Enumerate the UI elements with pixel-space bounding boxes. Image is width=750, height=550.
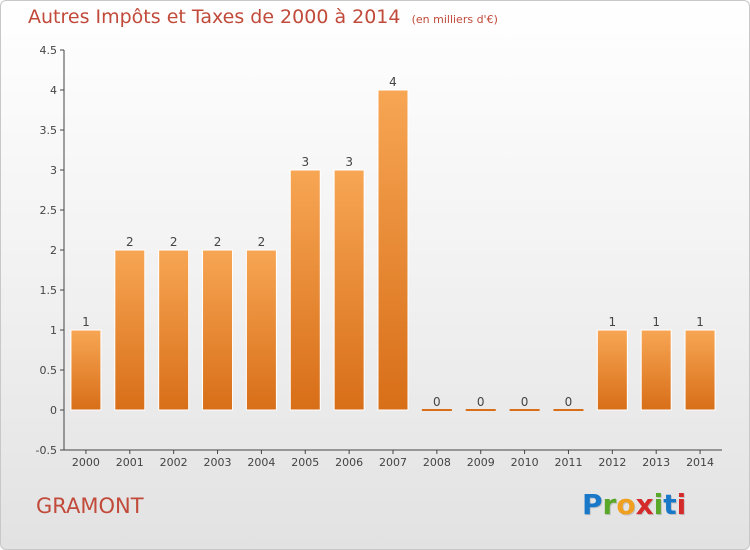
logo-letter: P [582,488,603,521]
data-label: 0 [477,395,485,409]
data-label: 0 [565,395,573,409]
y-tick-label: 1 [50,324,57,337]
x-tick-label: 2010 [511,456,539,469]
x-tick-label: 2001 [116,456,144,469]
bar [245,249,277,411]
bar [289,169,321,411]
data-labels: 1 2 2 2 2 3 3 4 0 0 0 0 1 1 1 [82,75,704,409]
y-tick-label: 3 [50,164,57,177]
commune-name: GRAMONT [36,494,144,518]
y-tick-label: -0.5 [36,444,57,457]
y-tick-label: 1.5 [40,284,58,297]
title-unit: (en milliers d'€) [411,13,498,26]
chart-title: Autres Impôts et Taxes de 2000 à 2014 (e… [28,6,498,28]
x-tick-label: 2008 [423,456,451,469]
data-label: 3 [345,155,353,169]
bar [377,89,409,411]
bar [202,249,234,411]
bar [640,329,672,411]
logo-letter: i [676,488,687,521]
x-tick-label: 2009 [467,456,495,469]
x-tick-label: 2002 [160,456,188,469]
x-tick-label: 2013 [642,456,670,469]
bar [333,169,365,411]
y-tick-label: 2 [50,244,57,257]
x-tick-label: 2014 [686,456,714,469]
data-label: 1 [82,315,90,329]
y-tick-label: 2.5 [40,204,58,217]
y-tick-label: 0.5 [40,364,58,377]
x-tick-label: 2000 [72,456,100,469]
proxiti-logo[interactable]: Proxiti [582,488,686,521]
bar [114,249,146,411]
x-tick-label: 2004 [247,456,275,469]
data-label: 2 [170,235,178,249]
data-label: 2 [258,235,266,249]
y-tick-label: 4.5 [40,44,58,57]
logo-letter: r [602,488,617,521]
data-label: 3 [301,155,309,169]
logo-letter: x [635,488,654,521]
bar [684,329,716,411]
x-tick-label: 2011 [554,456,582,469]
x-tick-label: 2005 [291,456,319,469]
data-label: 2 [214,235,222,249]
data-label: 1 [696,315,704,329]
bar [596,329,628,411]
x-tick-label: 2006 [335,456,363,469]
data-label: 2 [126,235,134,249]
data-label: 1 [652,315,660,329]
logo-letter: i [653,488,664,521]
x-tick-label: 2007 [379,456,407,469]
x-tick-label: 2012 [598,456,626,469]
data-label: 4 [389,75,397,89]
title-text: Autres Impôts et Taxes de 2000 à 2014 [28,6,401,28]
data-label: 1 [609,315,617,329]
data-label: 0 [521,395,529,409]
bar [158,249,190,411]
y-tick-label: 0 [50,404,57,417]
bars [70,89,716,411]
bar [70,329,102,411]
y-tick-label: 4 [50,84,57,97]
logo-letter: t [663,488,677,521]
data-label: 0 [433,395,441,409]
logo-letter: o [616,488,636,521]
y-tick-label: 3.5 [40,124,58,137]
x-tick-label: 2003 [204,456,232,469]
